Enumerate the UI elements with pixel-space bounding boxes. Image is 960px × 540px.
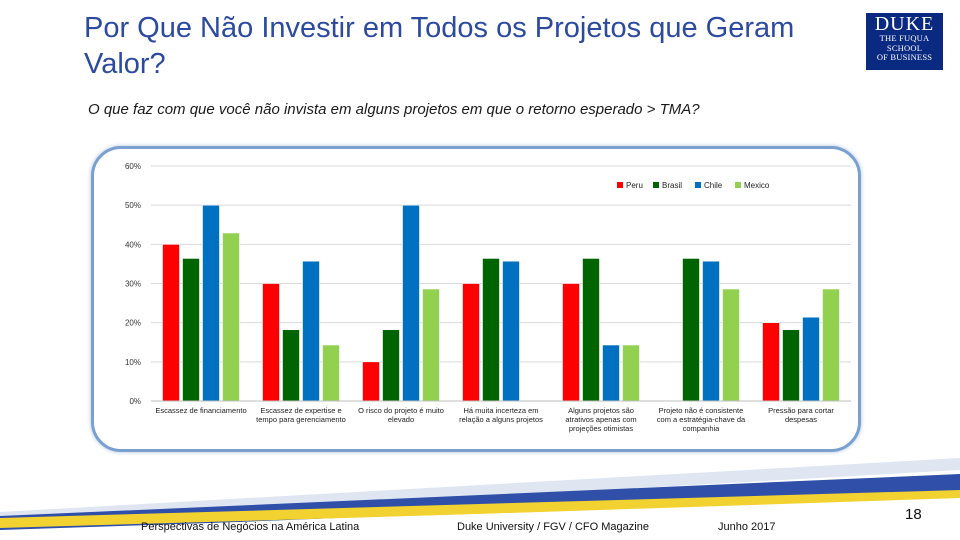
y-tick-label: 40% [125,240,141,249]
stripe-white [0,498,960,540]
bar-brasil [382,329,400,402]
footer-left-text: Perspectivas de Negócios na América Lati… [141,521,360,533]
bar-brasil [582,258,600,402]
bar-mexico [322,344,340,402]
legend-swatch-peru [617,182,623,188]
legend-label-brasil: Brasil [662,181,682,190]
x-tick-label: Escassez de financiamento [155,406,246,415]
logo-line-1: DUKE [874,13,935,35]
bar-chile [302,260,320,402]
x-tick-label: Há muita incerteza em relação a alguns pr… [459,406,543,424]
bar-chile [602,344,620,402]
bar-peru [462,283,480,402]
bar-peru [762,322,780,402]
slide-title: Por Que Não Investir em Todos os Projeto… [84,12,795,80]
x-tick-label: Escassez de expertise e tempo para gerenc… [256,406,346,424]
legend-label-peru: Peru [626,181,643,190]
legend-swatch-brasil [653,182,659,188]
y-tick-label: 30% [125,280,141,289]
legend-label-chile: Chile [704,181,723,190]
bar-mexico [422,288,440,402]
bar-brasil [182,258,200,402]
bar-mexico [622,344,640,402]
y-tick-label: 50% [125,201,141,210]
page-number: 18 [905,506,922,523]
bar-chile [702,260,720,402]
bar-peru [262,283,280,402]
y-tick-label: 0% [129,397,141,406]
bar-mexico [722,288,740,402]
bar-peru [362,361,380,402]
logo-line-3: SCHOOL [886,42,923,53]
legend-swatch-chile [695,182,701,188]
x-tick-label: O risco do projeto é muito elevado [358,406,444,424]
logo-line-2: THE FUQUA [879,33,930,43]
x-tick-label: Alguns projetos são atrativos apenas com p… [565,406,636,433]
decorative-stripes [0,458,960,540]
footer-date: Junho 2017 [718,521,776,533]
bar-mexico [222,232,240,402]
bar-brasil [482,258,500,402]
logo-line-4: OF BUSINESS [876,52,933,62]
y-tick-label: 60% [125,162,141,171]
slide-subtitle: O que faz com que você não invista em al… [88,101,700,118]
bar-peru [162,244,180,402]
stripe-yellow [0,490,960,528]
bar-brasil [782,329,800,402]
x-tick-label: Pressão para cortar despesas [768,406,834,424]
bar-chart: 0% 10% 20% 30% 40% 50% 60% Escassez de financia… [125,162,851,433]
legend-swatch-mexico [735,182,741,188]
legend-label-mexico: Mexico [744,181,770,190]
bar-peru [562,283,580,402]
y-tick-label: 20% [125,319,141,328]
bar-brasil [682,258,700,402]
x-tick-label: Projeto não é consistente com a estratégi… [657,406,746,433]
bar-chile [802,316,820,402]
bar-chile [402,204,420,402]
duke-fuqua-logo: DUKE THE FUQUA SCHOOL OF BUSINESS [866,13,943,70]
bar-brasil [282,329,300,402]
bar-mexico [822,288,840,402]
bar-chile [502,260,520,402]
y-tick-label: 10% [125,358,141,367]
bar-chile [202,204,220,402]
footer-center-text: Duke University / FGV / CFO Magazine [457,521,649,533]
